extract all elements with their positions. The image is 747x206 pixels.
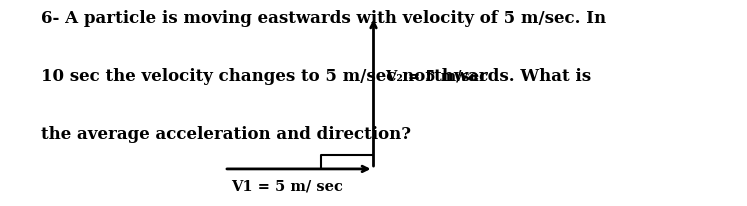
Text: 6- A particle is moving eastwards with velocity of 5 m/sec. In: 6- A particle is moving eastwards with v… (41, 10, 607, 27)
Text: the average acceleration and direction?: the average acceleration and direction? (41, 126, 411, 143)
Text: V1 = 5 m/ sec: V1 = 5 m/ sec (232, 179, 344, 193)
Text: 10 sec the velocity changes to 5 m/sec northwards. What is: 10 sec the velocity changes to 5 m/sec n… (41, 68, 591, 85)
Text: V₂ = 5 m/sec: V₂ = 5 m/sec (385, 69, 488, 83)
